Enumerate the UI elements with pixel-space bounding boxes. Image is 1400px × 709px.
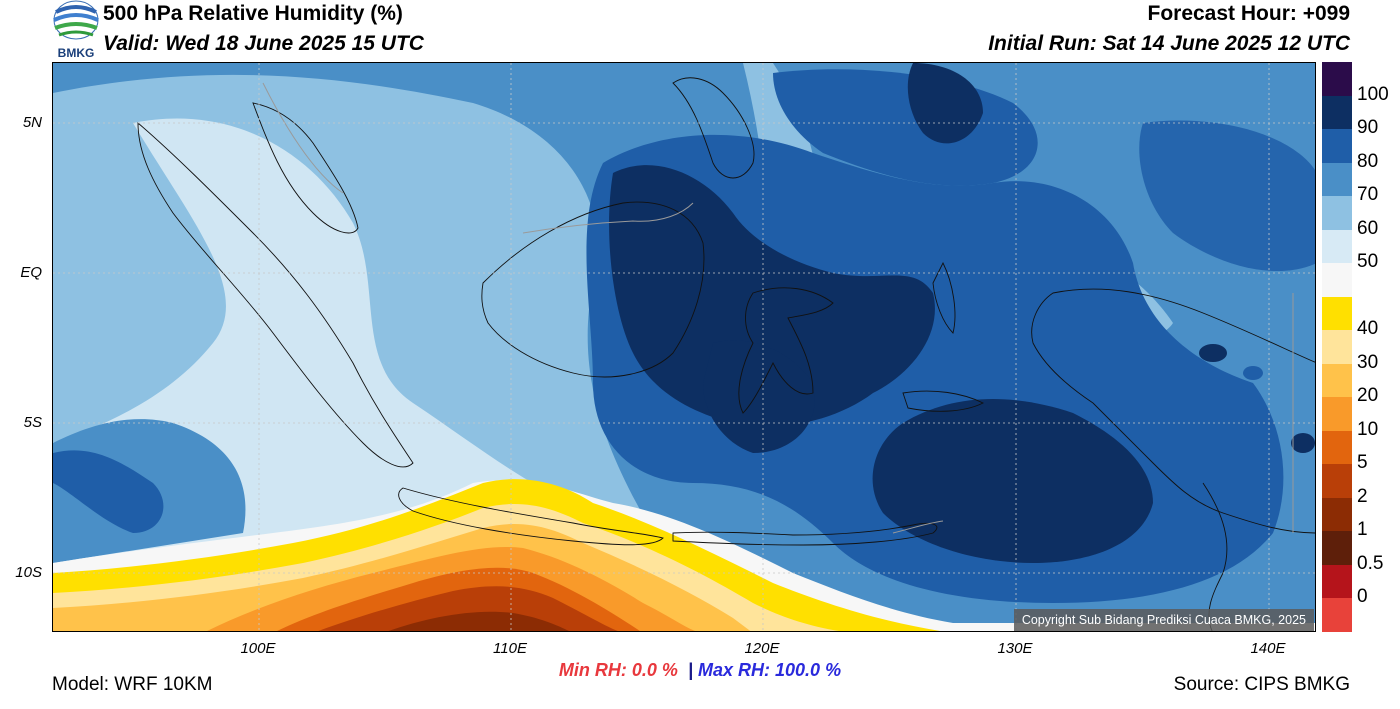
borders bbox=[262, 82, 1294, 534]
colorbar-label: 0 bbox=[1357, 586, 1368, 608]
lon-label-110e: 110E bbox=[493, 640, 527, 657]
initial-run: Initial Run: Sat 14 June 2025 12 UTC bbox=[988, 32, 1350, 55]
colorbar-label: 40 bbox=[1357, 318, 1379, 340]
colorbar-swatch bbox=[1322, 497, 1352, 532]
colorbar-label: 50 bbox=[1357, 251, 1379, 273]
humidity-map bbox=[52, 62, 1316, 632]
colorbar-swatch bbox=[1322, 464, 1352, 499]
moist-spot bbox=[1291, 433, 1315, 453]
min-max-readout: Min RH: 0.0 % | Max RH: 100.0 % bbox=[0, 660, 1400, 681]
borneo-border bbox=[522, 202, 694, 234]
valid-time: Valid: Wed 18 June 2025 15 UTC bbox=[103, 32, 424, 55]
lat-label-10s: 10S bbox=[15, 564, 42, 581]
west-moist-zone bbox=[53, 450, 164, 533]
sulawesi-coast bbox=[738, 287, 834, 414]
timor-border bbox=[892, 520, 944, 534]
rh-90-core-east bbox=[872, 399, 1153, 563]
colorbar-label: 20 bbox=[1357, 385, 1379, 407]
gridlines bbox=[53, 63, 1315, 631]
lat-label-eq: EQ bbox=[20, 264, 42, 281]
colorbar-label: 2 bbox=[1357, 485, 1368, 507]
java-coast bbox=[398, 487, 664, 546]
philippines-coast bbox=[672, 77, 755, 179]
chart-title: 500 hPa Relative Humidity (%) bbox=[103, 2, 403, 25]
seram-coast bbox=[902, 390, 985, 412]
colorbar-swatch bbox=[1322, 196, 1352, 231]
colorbar-label: 80 bbox=[1357, 150, 1379, 172]
colorbar-swatch bbox=[1322, 598, 1352, 633]
colorbar-swatch bbox=[1322, 162, 1352, 197]
lon-label-120e: 120E bbox=[744, 640, 780, 657]
lat-label-5s: 5S bbox=[23, 414, 42, 431]
colorbar-swatch bbox=[1322, 296, 1352, 331]
colorbar-swatch bbox=[1322, 95, 1352, 130]
coastlines bbox=[137, 77, 1315, 631]
lon-label-140e: 140E bbox=[1250, 640, 1286, 657]
lon-label-100e: 100E bbox=[240, 640, 276, 657]
min-rh-value: Min RH: 0.0 % bbox=[558, 660, 678, 680]
colorbar-swatch bbox=[1322, 397, 1352, 432]
rh-90-core-sulawesi bbox=[703, 340, 815, 453]
colorbar-label: 100 bbox=[1357, 83, 1389, 105]
colorbar-swatch bbox=[1322, 564, 1352, 599]
colorbar-swatch bbox=[1322, 129, 1352, 164]
colorbar-swatch bbox=[1322, 330, 1352, 365]
colorbar-swatch bbox=[1322, 62, 1352, 97]
logo-text: BMKG bbox=[58, 46, 95, 60]
sumatra-coast bbox=[137, 122, 414, 468]
forecast-hour: Forecast Hour: +099 bbox=[1147, 2, 1351, 25]
colorbar-swatch bbox=[1322, 531, 1352, 566]
new-guinea-coast bbox=[1031, 288, 1315, 534]
colorbar-label: 1 bbox=[1357, 519, 1368, 541]
borneo-coast bbox=[481, 201, 705, 378]
colorbar-label: 10 bbox=[1357, 418, 1379, 440]
moist-spot bbox=[1199, 344, 1227, 362]
colorbar-label: 5 bbox=[1357, 452, 1368, 474]
colorbar-label: 0.5 bbox=[1357, 552, 1384, 574]
maluku-coast bbox=[932, 261, 956, 334]
colorbar-label: 70 bbox=[1357, 184, 1379, 206]
copyright-notice: Copyright Sub Bidang Prediksi Cuaca BMKG… bbox=[1013, 609, 1314, 631]
colorbar-swatch bbox=[1322, 363, 1352, 398]
model-label: Model: WRF 10KM bbox=[52, 674, 213, 695]
rh-05-1-zone bbox=[388, 611, 569, 631]
rh-1-2-zone bbox=[318, 586, 618, 631]
sunda-coast bbox=[672, 522, 938, 546]
min-max-separator: | bbox=[687, 660, 693, 680]
colorbar-label: 60 bbox=[1357, 217, 1379, 239]
colorbar-swatch bbox=[1322, 430, 1352, 465]
malay-coast bbox=[252, 102, 359, 234]
colorbar-label: 90 bbox=[1357, 117, 1379, 139]
colorbar-swatch bbox=[1322, 263, 1352, 298]
lat-label-5n: 5N bbox=[22, 114, 42, 131]
ne-moist-zone bbox=[1139, 120, 1315, 271]
rh-90-core-central bbox=[609, 165, 935, 427]
max-rh-value: Max RH: 100.0 % bbox=[698, 660, 842, 680]
source-label: Source: CIPS BMKG bbox=[1173, 674, 1350, 695]
moist-spot bbox=[1243, 366, 1263, 380]
peninsula-border bbox=[262, 82, 344, 194]
colorbar bbox=[1322, 62, 1352, 633]
bmkg-logo: BMKG bbox=[50, 0, 102, 60]
colorbar-label: 30 bbox=[1357, 351, 1379, 373]
colorbar-swatch bbox=[1322, 229, 1352, 264]
lon-label-130e: 130E bbox=[997, 640, 1033, 657]
